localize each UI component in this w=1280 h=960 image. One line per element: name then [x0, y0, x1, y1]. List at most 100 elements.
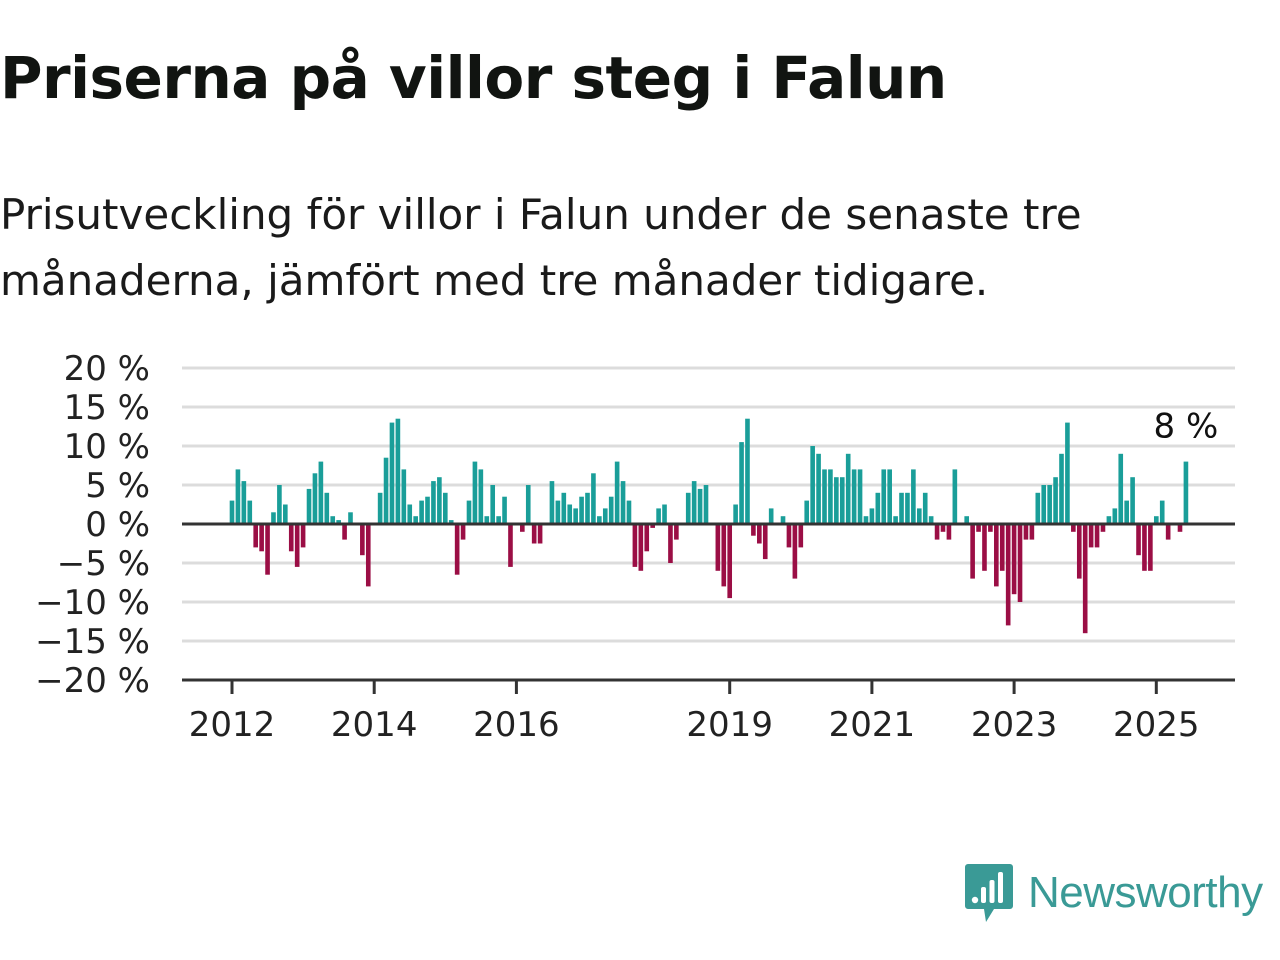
bar [253, 524, 259, 548]
bar [573, 508, 578, 524]
bar [810, 446, 815, 524]
bar [377, 492, 383, 524]
bar [828, 469, 833, 524]
bar [786, 524, 792, 548]
bar [964, 516, 970, 524]
bar [834, 477, 839, 524]
bar [1023, 524, 1029, 540]
bar [1076, 524, 1082, 579]
newsworthy-logo: Newsworthy [964, 862, 1263, 924]
bar [650, 524, 655, 528]
x-tick-label: 2021 [829, 705, 916, 745]
bar [1094, 524, 1100, 548]
bar [822, 469, 827, 524]
bar [1183, 461, 1189, 524]
bar [952, 469, 958, 524]
bar [537, 524, 543, 544]
bar [579, 496, 584, 524]
bar [466, 500, 472, 524]
bar [721, 524, 727, 587]
y-tick-label: −5 % [57, 544, 150, 584]
bar [940, 524, 946, 532]
bar [816, 453, 821, 524]
bar [271, 512, 276, 524]
bar [1148, 524, 1153, 571]
bar [1124, 500, 1129, 524]
bar [1118, 453, 1124, 524]
bar [632, 524, 638, 567]
bar [389, 422, 395, 524]
bar [946, 524, 952, 540]
bar [715, 524, 721, 571]
bar [591, 473, 596, 524]
bar [330, 516, 336, 524]
bar [288, 524, 294, 552]
bar [1142, 524, 1147, 571]
bar [549, 481, 555, 524]
bar [407, 504, 413, 524]
bar [478, 469, 484, 524]
bar [1136, 524, 1141, 556]
bar [970, 524, 975, 579]
y-axis-ticks: 20 %15 %10 %5 %0 %−5 %−10 %−15 %−20 % [35, 349, 150, 701]
bar [597, 516, 602, 524]
bar [685, 492, 691, 524]
bar [1029, 524, 1035, 540]
bar [324, 492, 330, 524]
bar [1112, 508, 1118, 524]
last-value-label: 8 % [1154, 407, 1219, 447]
bar [804, 500, 810, 524]
bar [312, 473, 318, 524]
bar [259, 524, 264, 552]
bar [869, 508, 875, 524]
bar [561, 492, 567, 524]
bar [745, 418, 750, 524]
bar [994, 524, 999, 587]
bar [431, 481, 436, 524]
bar [508, 524, 513, 567]
y-tick-label: 0 % [85, 505, 150, 545]
bar [851, 469, 857, 524]
bar [448, 520, 454, 524]
bar [277, 485, 282, 524]
bar [1106, 516, 1112, 524]
bar [555, 500, 561, 524]
bar [531, 524, 537, 544]
bar [502, 496, 507, 524]
bar [1059, 453, 1064, 524]
bar [839, 477, 845, 524]
x-tick-label: 2025 [1113, 705, 1200, 745]
bar [496, 516, 501, 524]
bar [265, 524, 270, 575]
bar [911, 469, 916, 524]
bar [348, 512, 353, 524]
bar [413, 516, 418, 524]
bar [733, 504, 738, 524]
bar [1177, 524, 1183, 532]
bar [395, 418, 401, 524]
bar [668, 524, 673, 563]
bar [899, 492, 904, 524]
bar [437, 477, 442, 524]
x-tick-label: 2023 [971, 705, 1058, 745]
bar [306, 488, 312, 524]
bar [454, 524, 460, 575]
bar [602, 508, 608, 524]
bar [620, 481, 626, 524]
bar [442, 492, 448, 524]
bar [614, 461, 620, 524]
bar [318, 461, 324, 524]
bar [976, 524, 981, 532]
bar [484, 516, 490, 524]
bar-series [229, 418, 1189, 634]
x-tick-label: 2014 [331, 705, 418, 745]
bar [247, 500, 253, 524]
bar [425, 496, 430, 524]
bar [762, 524, 768, 560]
newsworthy-logo-icon [965, 864, 1013, 922]
bar [757, 524, 762, 544]
bar [342, 524, 347, 540]
y-tick-label: −10 % [35, 583, 150, 623]
bar [1005, 524, 1011, 626]
bar [608, 496, 614, 524]
